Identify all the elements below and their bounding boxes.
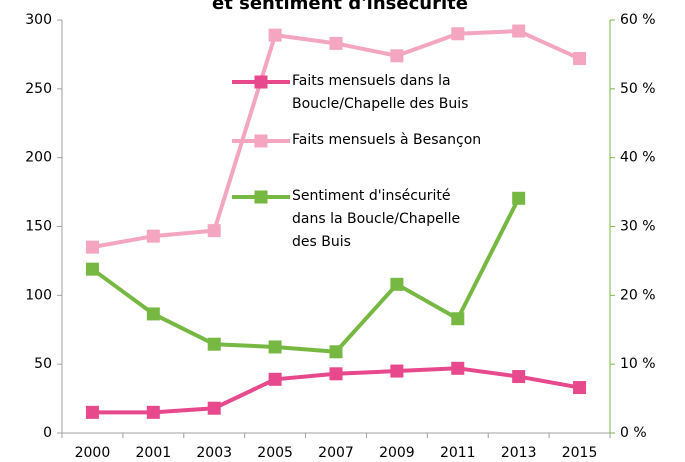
y-tick-label: 50 xyxy=(34,356,52,372)
legend-entry: Sentiment d'insécurité dans la Boucle/Ch… xyxy=(292,188,461,250)
point-marker xyxy=(390,277,404,291)
point-marker xyxy=(85,240,99,254)
x-tick-label: 2009 xyxy=(379,445,415,461)
y-tick-label: 300 xyxy=(25,12,52,28)
point-marker xyxy=(451,27,465,41)
y-tick-label: 200 xyxy=(25,150,52,166)
point-marker xyxy=(573,381,587,395)
y2-tick-label: 10 % xyxy=(620,356,656,372)
chart-title: et sentiment d'insécurité xyxy=(212,0,468,14)
point-marker xyxy=(85,262,99,276)
point-marker xyxy=(207,337,221,351)
y-tick-label: 100 xyxy=(25,287,52,303)
y-tick-label: 0 xyxy=(43,425,52,441)
point-marker xyxy=(268,340,282,354)
y2-tick-label: 20 % xyxy=(620,287,656,303)
point-marker xyxy=(85,405,99,419)
point-marker xyxy=(512,370,526,384)
series-line xyxy=(91,197,521,354)
legend-marker xyxy=(254,134,268,148)
y2-tick-label: 60 % xyxy=(620,12,656,28)
point-marker xyxy=(451,312,465,326)
x-tick-label: 2005 xyxy=(257,445,293,461)
point-marker xyxy=(329,36,343,50)
x-tick-label: 2011 xyxy=(440,445,476,461)
y2-tick-label: 30 % xyxy=(620,219,656,235)
point-marker xyxy=(451,361,465,375)
legend-label: Sentiment d'insécurité dans la Boucle/Ch… xyxy=(292,188,461,250)
y-tick-label: 150 xyxy=(25,219,52,235)
point-marker xyxy=(512,24,526,38)
point-marker xyxy=(268,372,282,386)
point-marker xyxy=(146,405,160,419)
y2-tick-label: 40 % xyxy=(620,150,656,166)
point-marker xyxy=(146,307,160,321)
legend-entry: Faits mensuels dans la Boucle/Chapelle d… xyxy=(292,73,469,112)
point-marker xyxy=(390,49,404,63)
point-marker xyxy=(329,367,343,381)
legend-entry: Faits mensuels à Besançon xyxy=(292,132,482,148)
point-marker xyxy=(268,28,282,42)
point-marker xyxy=(146,229,160,243)
y2-tick-label: 0 % xyxy=(620,425,647,441)
y2-tick-label: 50 % xyxy=(620,81,656,97)
legend-marker xyxy=(254,190,268,204)
x-tick-label: 2000 xyxy=(75,445,111,461)
legend-label: Faits mensuels à Besançon xyxy=(292,132,482,148)
point-marker xyxy=(573,52,587,66)
point-marker xyxy=(207,401,221,415)
point-marker xyxy=(207,224,221,238)
legend-label: Faits mensuels dans la Boucle/Chapelle d… xyxy=(292,73,469,112)
point-marker xyxy=(512,191,526,205)
x-tick-label: 2013 xyxy=(501,445,537,461)
x-tick-label: 2001 xyxy=(136,445,172,461)
x-tick-label: 2007 xyxy=(318,445,354,461)
x-tick-label: 2003 xyxy=(196,445,232,461)
legend-marker xyxy=(254,75,268,89)
point-marker xyxy=(329,345,343,359)
y-tick-label: 250 xyxy=(25,81,52,97)
point-marker xyxy=(390,364,404,378)
x-tick-label: 2015 xyxy=(562,445,598,461)
